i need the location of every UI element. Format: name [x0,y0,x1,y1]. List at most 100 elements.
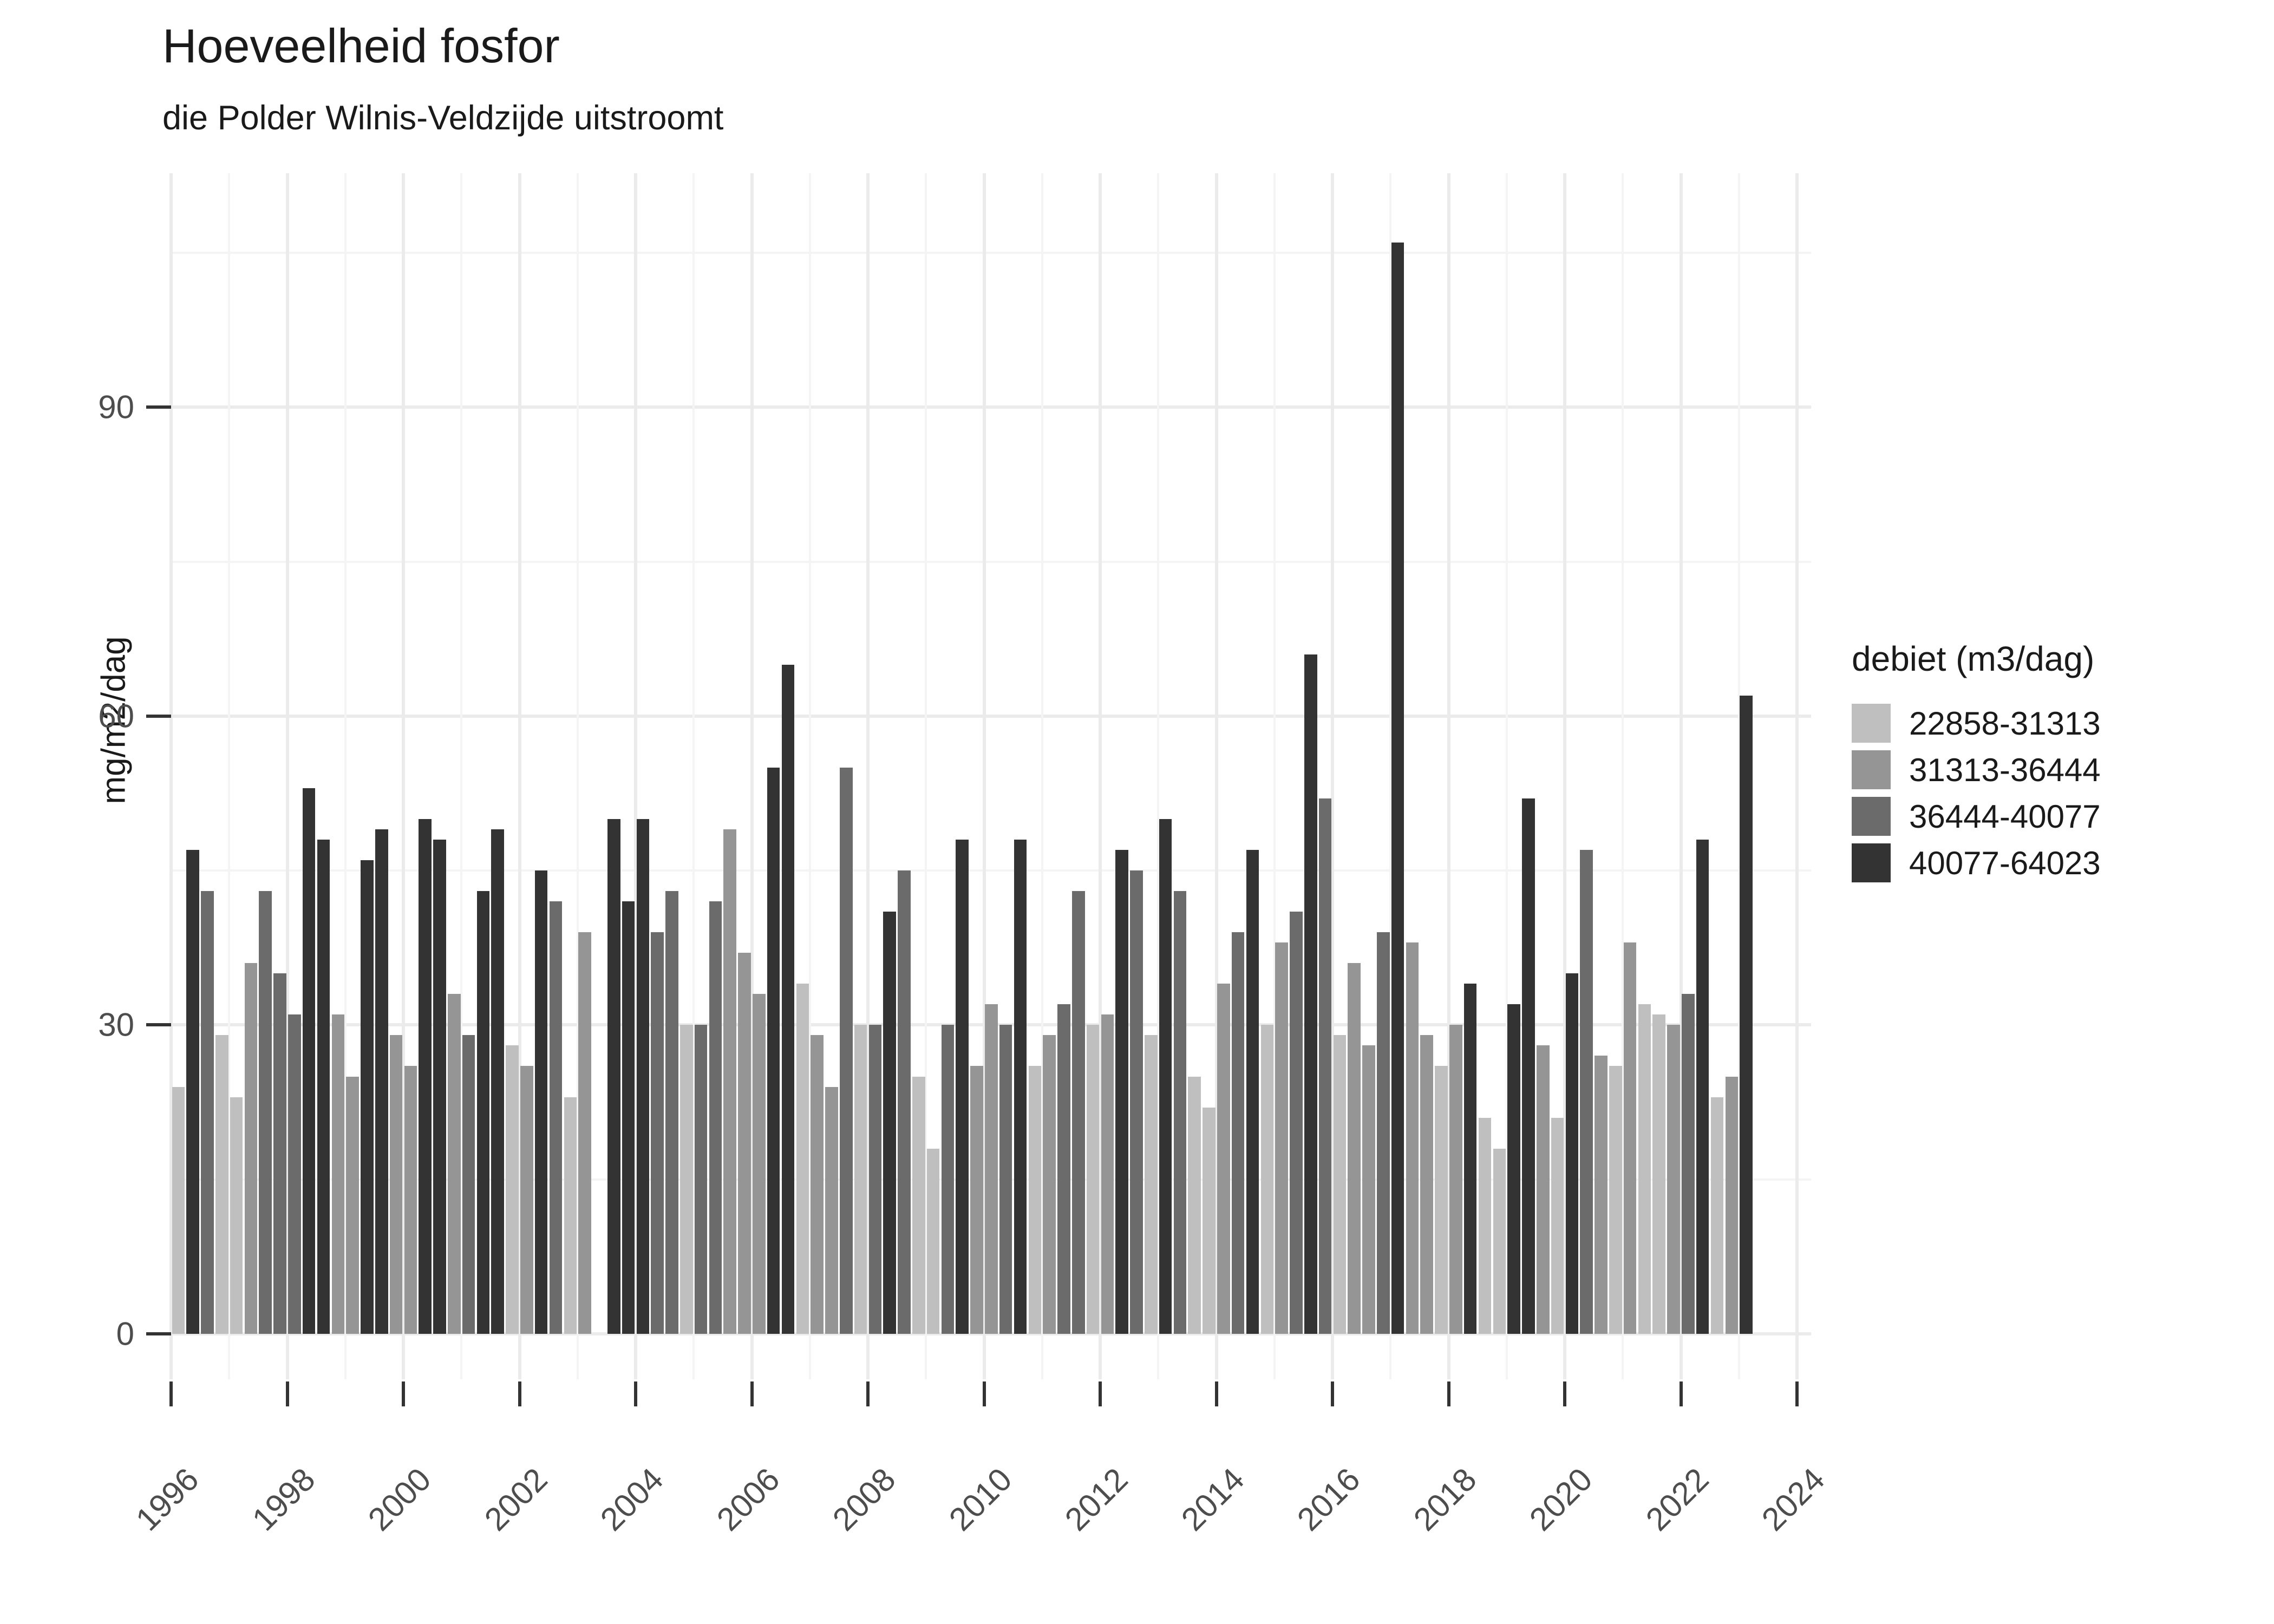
bar-1996-s2 [201,891,214,1334]
bar-2008-s3 [912,1076,925,1334]
bar-1996-s0 [172,1086,185,1334]
bar-2001-s0 [462,1035,475,1334]
legend-label: 40077-64023 [1909,844,2101,881]
legend-swatch [1852,704,1891,743]
bar-2019-s2 [1536,1045,1550,1334]
bar-2012-s1 [1115,850,1128,1334]
bar-2000-s1 [419,819,432,1334]
x-tick-label: 2008 [825,1461,903,1538]
x-tick-label: 2018 [1406,1461,1484,1538]
bar-1997-s1 [244,963,258,1334]
bar-1999-s2 [375,829,388,1334]
bar-2023-s0 [1740,695,1753,1334]
bar-2019-s1 [1522,798,1535,1334]
x-tick-mark [866,1381,870,1406]
legend-label: 31313-36444 [1909,751,2101,788]
bar-2014-s3 [1260,1025,1274,1334]
bar-2003-s3 [622,901,635,1334]
bar-2009-s0 [926,1148,940,1334]
gridline-y-minor [172,560,1811,563]
legend-title: debiet (m3/dag) [1852,639,2095,678]
gridline-x-major [866,173,870,1379]
bar-2000-s2 [433,840,446,1334]
y-tick-label: 0 [116,1315,134,1352]
bar-1998-s0 [288,1014,301,1334]
bar-2006-s3 [796,984,809,1334]
bar-2011-s1 [1057,1004,1070,1334]
bar-2017-s3 [1435,1066,1448,1334]
bar-2015-s0 [1275,942,1288,1334]
x-tick-mark [1099,1381,1102,1406]
x-tick-label: 2002 [477,1461,554,1538]
gridline-x-minor [692,173,695,1379]
bar-2008-s2 [898,870,911,1334]
legend-swatch [1852,843,1891,882]
x-tick-mark [1679,1381,1683,1406]
bar-2018-s3 [1493,1148,1506,1334]
bar-2013-s0 [1159,819,1172,1334]
bar-2022-s1 [1696,840,1709,1334]
x-tick-mark [1331,1381,1334,1406]
bar-2007-s3 [854,1025,867,1334]
bar-1998-s2 [317,840,330,1334]
gridline-x-minor [925,173,927,1379]
legend-label: 36444-40077 [1909,798,2101,835]
bar-2020-s0 [1565,973,1579,1334]
bar-2017-s0 [1391,242,1404,1334]
bar-2006-s0 [753,994,766,1334]
x-tick-mark [169,1381,173,1406]
bar-2013-s1 [1173,891,1187,1334]
bar-2005-s2 [723,829,737,1334]
bar-2005-s0 [694,1025,708,1334]
gridline-x-minor [1622,173,1624,1379]
x-tick-label: 2004 [593,1461,670,1538]
bar-2016-s3 [1377,932,1390,1334]
x-tick-label: 1996 [128,1461,206,1538]
legend: debiet (m3/dag) 22858-31313 31313-36444 36… [1852,639,2263,889]
bar-2008-s1 [883,912,896,1334]
bar-1998-s3 [331,1014,345,1334]
bar-2016-s2 [1362,1045,1375,1334]
bar-2017-s2 [1420,1035,1434,1334]
gridline-x-major [518,173,521,1379]
bar-2009-s1 [941,1025,955,1334]
y-tick-mark [146,714,171,718]
legend-item: 31313-36444 [1852,749,2263,790]
legend-item: 40077-64023 [1852,842,2263,883]
gridline-x-minor [576,173,579,1379]
x-tick-mark [402,1381,405,1406]
gridline-x-major [750,173,754,1379]
x-tick-mark [1447,1381,1450,1406]
bar-2022-s0 [1682,994,1695,1334]
gridline-x-major [1331,173,1334,1379]
x-tick-label: 2010 [942,1461,1019,1538]
gridline-x-minor [228,173,231,1379]
y-tick-label: 90 [98,389,134,425]
bar-2015-s1 [1290,912,1303,1334]
bar-2016-s0 [1333,1035,1347,1334]
bar-2004-s0 [636,819,650,1334]
bar-2015-s3 [1318,798,1332,1334]
gridline-x-major [634,173,637,1379]
x-tick-label: 2016 [1290,1461,1367,1538]
bar-2001-s3 [506,1045,519,1334]
legend-item: 22858-31313 [1852,703,2263,744]
gridline-x-minor [1737,173,1740,1379]
bar-2020-s2 [1595,1056,1608,1334]
bar-2012-s2 [1130,870,1143,1334]
bar-2002-s0 [520,1066,533,1334]
legend-swatch [1852,750,1891,789]
gridline-x-minor [344,173,347,1379]
legend-swatch [1852,797,1891,836]
bar-2002-s2 [549,901,563,1334]
chart-title: Hoeveelheid fosfor [162,19,560,73]
bar-2006-s2 [781,664,795,1334]
bar-2000-s3 [448,994,461,1334]
bar-2003-s2 [607,819,620,1334]
bar-2022-s2 [1710,1097,1724,1334]
bar-2011-s0 [1043,1035,1056,1334]
bar-2021-s1 [1638,1004,1651,1334]
x-tick-mark [1214,1381,1218,1406]
bar-1999-s0 [346,1076,359,1334]
x-tick-label: 2022 [1638,1461,1716,1538]
